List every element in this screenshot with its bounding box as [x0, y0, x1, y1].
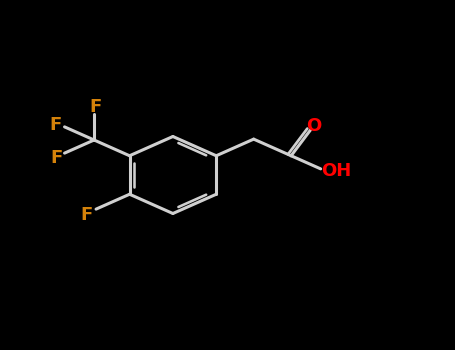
Text: F: F [81, 206, 93, 224]
Text: F: F [50, 149, 62, 167]
Text: OH: OH [322, 162, 352, 180]
Text: F: F [89, 98, 101, 117]
Text: F: F [49, 116, 61, 134]
Text: O: O [307, 118, 322, 135]
